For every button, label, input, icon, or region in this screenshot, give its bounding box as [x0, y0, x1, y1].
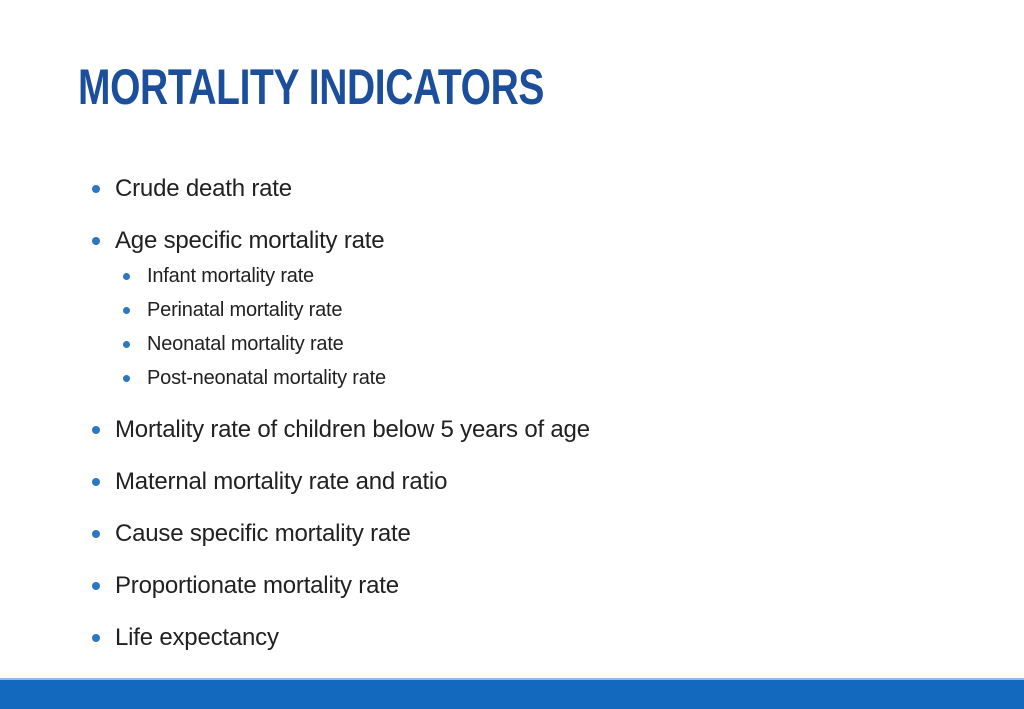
list-subitem: Post-neonatal mortality rate [0, 367, 1024, 389]
bullet-dot [92, 426, 100, 434]
list-item-label: Proportionate mortality rate [115, 572, 399, 599]
bullet-dot [92, 478, 100, 486]
list-item-label: Infant mortality rate [147, 264, 314, 287]
list-subitem: Infant mortality rate [0, 265, 1024, 287]
bullet-dot [123, 340, 130, 348]
bullet-dot [92, 530, 100, 538]
list-item: Life expectancy [0, 624, 1024, 651]
list-subitem: Perinatal mortality rate [0, 299, 1024, 321]
footer-accent-bar [0, 678, 1024, 709]
list-item-label: Maternal mortality rate and ratio [115, 468, 448, 495]
list-item: Maternal mortality rate and ratio [0, 468, 1024, 495]
list-item-label: Perinatal mortality rate [147, 298, 343, 321]
list-item-label: Post-neonatal mortality rate [147, 366, 386, 389]
list-item: Proportionate mortality rate [0, 572, 1024, 599]
list-item-label: Life expectancy [115, 624, 279, 651]
bullet-dot [123, 272, 130, 280]
list-item-label: Neonatal mortality rate [147, 332, 344, 355]
list-item-label: Crude death rate [115, 175, 292, 202]
list-item: Crude death rate [0, 175, 1024, 202]
bullet-dot [123, 374, 130, 382]
bullet-dot [92, 237, 100, 245]
list-subitem: Neonatal mortality rate [0, 333, 1024, 355]
bullet-dot [92, 185, 100, 193]
bullet-dot [123, 306, 130, 314]
list-item: Mortality rate of children below 5 years… [0, 416, 1024, 443]
list-item-label: Mortality rate of children below 5 years… [115, 416, 590, 443]
bullet-dot [92, 634, 100, 642]
list-item-label: Cause specific mortality rate [115, 520, 411, 547]
slide-title: MORTALITY INDICATORS [78, 59, 544, 115]
list-item: Age specific mortality rate [0, 227, 1024, 254]
list-item-label: Age specific mortality rate [115, 227, 385, 254]
bullet-dot [92, 582, 100, 590]
list-item: Cause specific mortality rate [0, 520, 1024, 547]
bullet-list: Crude death rate Age specific mortality … [0, 175, 1024, 651]
